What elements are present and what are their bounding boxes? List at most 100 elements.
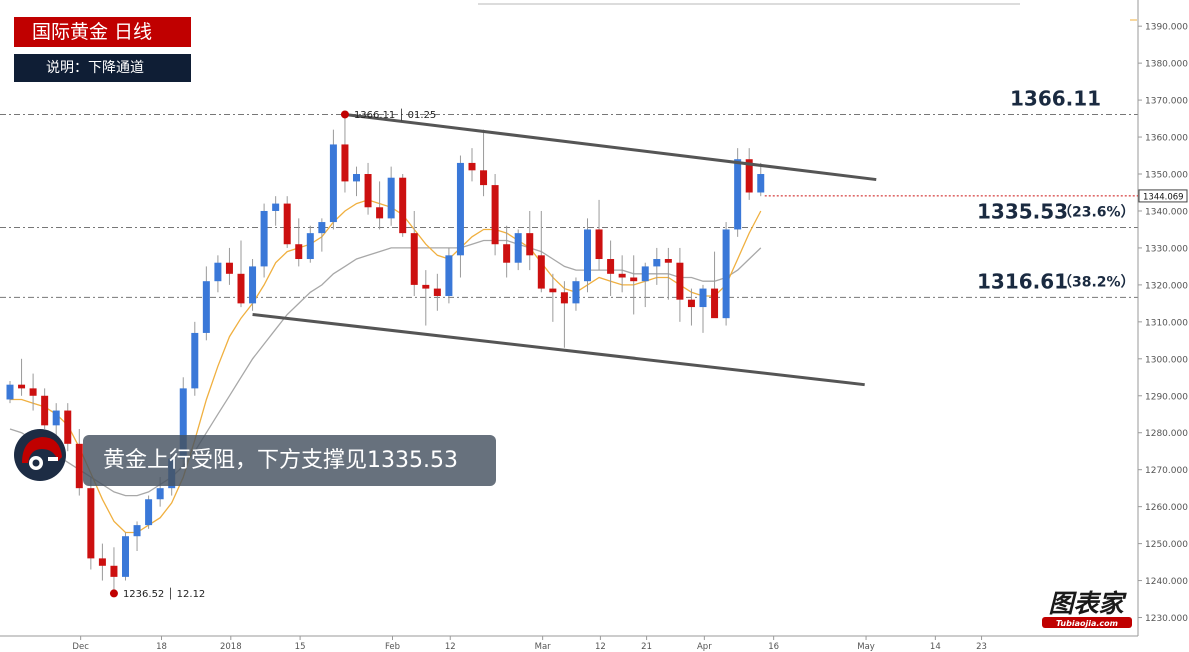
candle-up bbox=[133, 525, 141, 537]
y-tick-label: 1280.000 bbox=[1145, 429, 1188, 439]
extreme-point-marker bbox=[340, 110, 349, 119]
candle-down bbox=[491, 185, 499, 245]
candle-down bbox=[18, 384, 26, 389]
candle-down bbox=[618, 273, 626, 278]
x-tick-label: Feb bbox=[385, 642, 400, 652]
x-tick-label: 2018 bbox=[220, 642, 242, 652]
fib-level-pct: （38.2%） bbox=[1058, 274, 1135, 290]
y-tick-label: 1330.000 bbox=[1145, 244, 1188, 254]
candle-down bbox=[41, 395, 49, 426]
candle-down bbox=[526, 233, 534, 256]
svg-text:图表家: 图表家 bbox=[1048, 589, 1127, 618]
candle-up bbox=[445, 255, 453, 296]
candle-down bbox=[676, 262, 684, 300]
x-tick-label: Dec bbox=[72, 642, 89, 652]
analyst-avatar-icon bbox=[14, 429, 66, 481]
candle-down bbox=[595, 229, 603, 260]
fib-level-label: 1366.11 bbox=[1010, 86, 1101, 110]
candle-down bbox=[283, 203, 291, 245]
channel-upper-line bbox=[344, 112, 877, 182]
candle-down bbox=[364, 174, 372, 208]
y-tick-label: 1300.000 bbox=[1145, 355, 1188, 365]
candle-up bbox=[122, 536, 129, 577]
y-tick-label: 1380.000 bbox=[1145, 60, 1188, 70]
candle-down bbox=[295, 244, 303, 260]
candle-up bbox=[191, 332, 199, 389]
candle-up bbox=[653, 259, 661, 267]
x-tick-label: May bbox=[857, 642, 875, 652]
candle-up bbox=[514, 233, 522, 263]
candle-down bbox=[480, 170, 488, 186]
candle-down bbox=[537, 255, 545, 289]
candle-up bbox=[734, 159, 742, 230]
x-tick-label: Mar bbox=[535, 642, 552, 652]
y-tick-label: 1350.000 bbox=[1145, 171, 1188, 181]
candle-up bbox=[641, 266, 649, 282]
fib-level-label: 1335.53 bbox=[977, 199, 1068, 223]
candle-up bbox=[249, 266, 257, 304]
candle-down bbox=[410, 233, 418, 285]
x-tick-label: 21 bbox=[641, 642, 652, 652]
x-tick-label: 23 bbox=[976, 642, 987, 652]
y-tick-label: 1370.000 bbox=[1145, 97, 1188, 107]
y-tick-label: 1270.000 bbox=[1145, 466, 1188, 476]
x-tick-label: 18 bbox=[156, 642, 167, 652]
brand-logo: 图表家 Tubiaojia.com bbox=[1042, 589, 1132, 628]
extreme-point-label: 1366.11 │ 01.25 bbox=[354, 108, 436, 121]
candle-up bbox=[757, 174, 765, 193]
candle-down bbox=[503, 244, 511, 263]
y-tick-label: 1310.000 bbox=[1145, 318, 1188, 328]
candle-up bbox=[353, 174, 360, 182]
candle-up bbox=[318, 222, 326, 234]
y-tick-label: 1260.000 bbox=[1145, 503, 1188, 513]
current-price-label: 1344.069 bbox=[1143, 192, 1184, 202]
candle-down bbox=[422, 284, 430, 289]
candle-down bbox=[376, 207, 384, 219]
y-tick-label: 1240.000 bbox=[1145, 577, 1188, 587]
candle-up bbox=[584, 229, 591, 282]
y-tick-label: 1290.000 bbox=[1145, 392, 1188, 402]
x-tick-label: 14 bbox=[930, 642, 941, 652]
candle-down bbox=[75, 443, 83, 489]
chart-title: 国际黄金 日线 bbox=[14, 17, 191, 47]
candle-down bbox=[64, 410, 72, 444]
candle-down bbox=[225, 262, 233, 274]
extreme-point-label: 1236.52 │ 12.12 bbox=[123, 587, 205, 600]
candle-up bbox=[179, 388, 187, 459]
x-tick-label: 12 bbox=[595, 642, 606, 652]
y-tick-label: 1230.000 bbox=[1145, 614, 1188, 624]
ma-slow-line bbox=[9, 239, 762, 497]
candle-up bbox=[272, 203, 280, 211]
candle-down bbox=[549, 288, 557, 293]
y-tick-label: 1390.000 bbox=[1145, 23, 1188, 33]
candle-up bbox=[260, 210, 268, 267]
candle-down bbox=[237, 273, 245, 304]
candle-up bbox=[387, 177, 395, 219]
fib-level-label: 1316.61 bbox=[977, 269, 1068, 293]
x-tick-label: Apr bbox=[697, 642, 712, 652]
candle-down bbox=[687, 299, 695, 308]
y-tick-label: 1250.000 bbox=[1145, 540, 1188, 550]
fib-level-pct: （23.6%） bbox=[1058, 204, 1135, 220]
candle-down bbox=[341, 144, 349, 182]
chart-note: 说明：下降通道 bbox=[14, 54, 191, 82]
candle-down bbox=[560, 292, 568, 304]
candle-down bbox=[29, 388, 37, 396]
candle-up bbox=[202, 281, 210, 333]
candle-up bbox=[214, 262, 222, 282]
candle-up bbox=[329, 144, 337, 223]
extreme-point-marker bbox=[109, 589, 118, 598]
analysis-callout: 黄金上行受阻，下方支撑见1335.53 bbox=[83, 435, 496, 486]
y-tick-label: 1360.000 bbox=[1145, 134, 1188, 144]
y-tick-label: 1340.000 bbox=[1145, 207, 1188, 217]
x-tick-label: 12 bbox=[445, 642, 456, 652]
candle-down bbox=[745, 159, 753, 193]
candle-up bbox=[156, 488, 164, 500]
x-tick-label: 15 bbox=[295, 642, 306, 652]
candle-down bbox=[433, 288, 441, 296]
candle-down bbox=[87, 488, 95, 559]
svg-text:Tubiaojia.com: Tubiaojia.com bbox=[1056, 619, 1118, 628]
x-tick-label: 16 bbox=[768, 642, 779, 652]
